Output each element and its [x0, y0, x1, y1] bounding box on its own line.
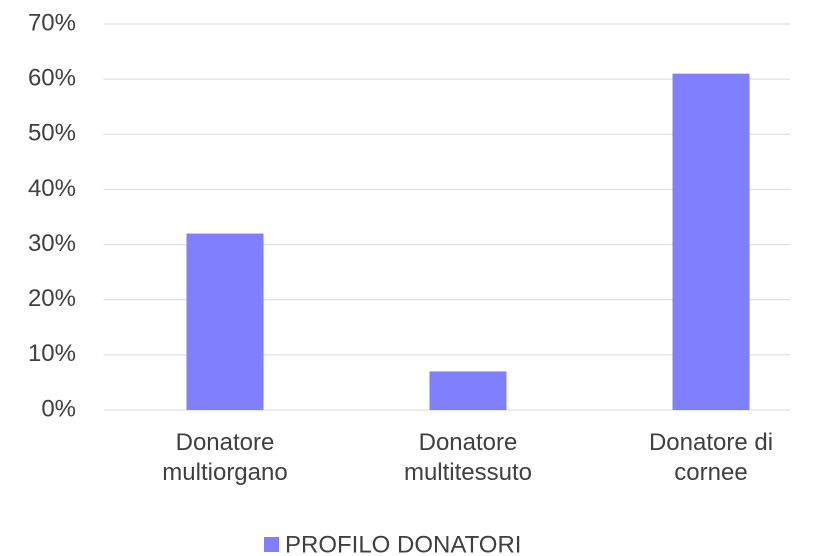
y-tick-label: 30% [28, 230, 76, 257]
legend-swatch [264, 537, 279, 552]
y-tick-label: 20% [28, 285, 76, 312]
x-tick-label: Donatore multitessuto [403, 429, 533, 486]
x-tick-label: Donatore multiorgano [162, 429, 288, 486]
y-tick-label: 60% [28, 64, 76, 91]
legend-label: PROFILO DONATORI [285, 531, 521, 556]
y-tick-label: 50% [28, 120, 76, 147]
x-tick-label: Donatore di cornee [648, 429, 774, 486]
bar [672, 73, 750, 410]
y-tick-label: 70% [28, 9, 76, 36]
bar [186, 233, 264, 410]
bar [429, 371, 507, 410]
y-tick-label: 10% [28, 340, 76, 367]
y-tick-label: 40% [28, 175, 76, 202]
y-tick-label: 0% [41, 395, 76, 422]
